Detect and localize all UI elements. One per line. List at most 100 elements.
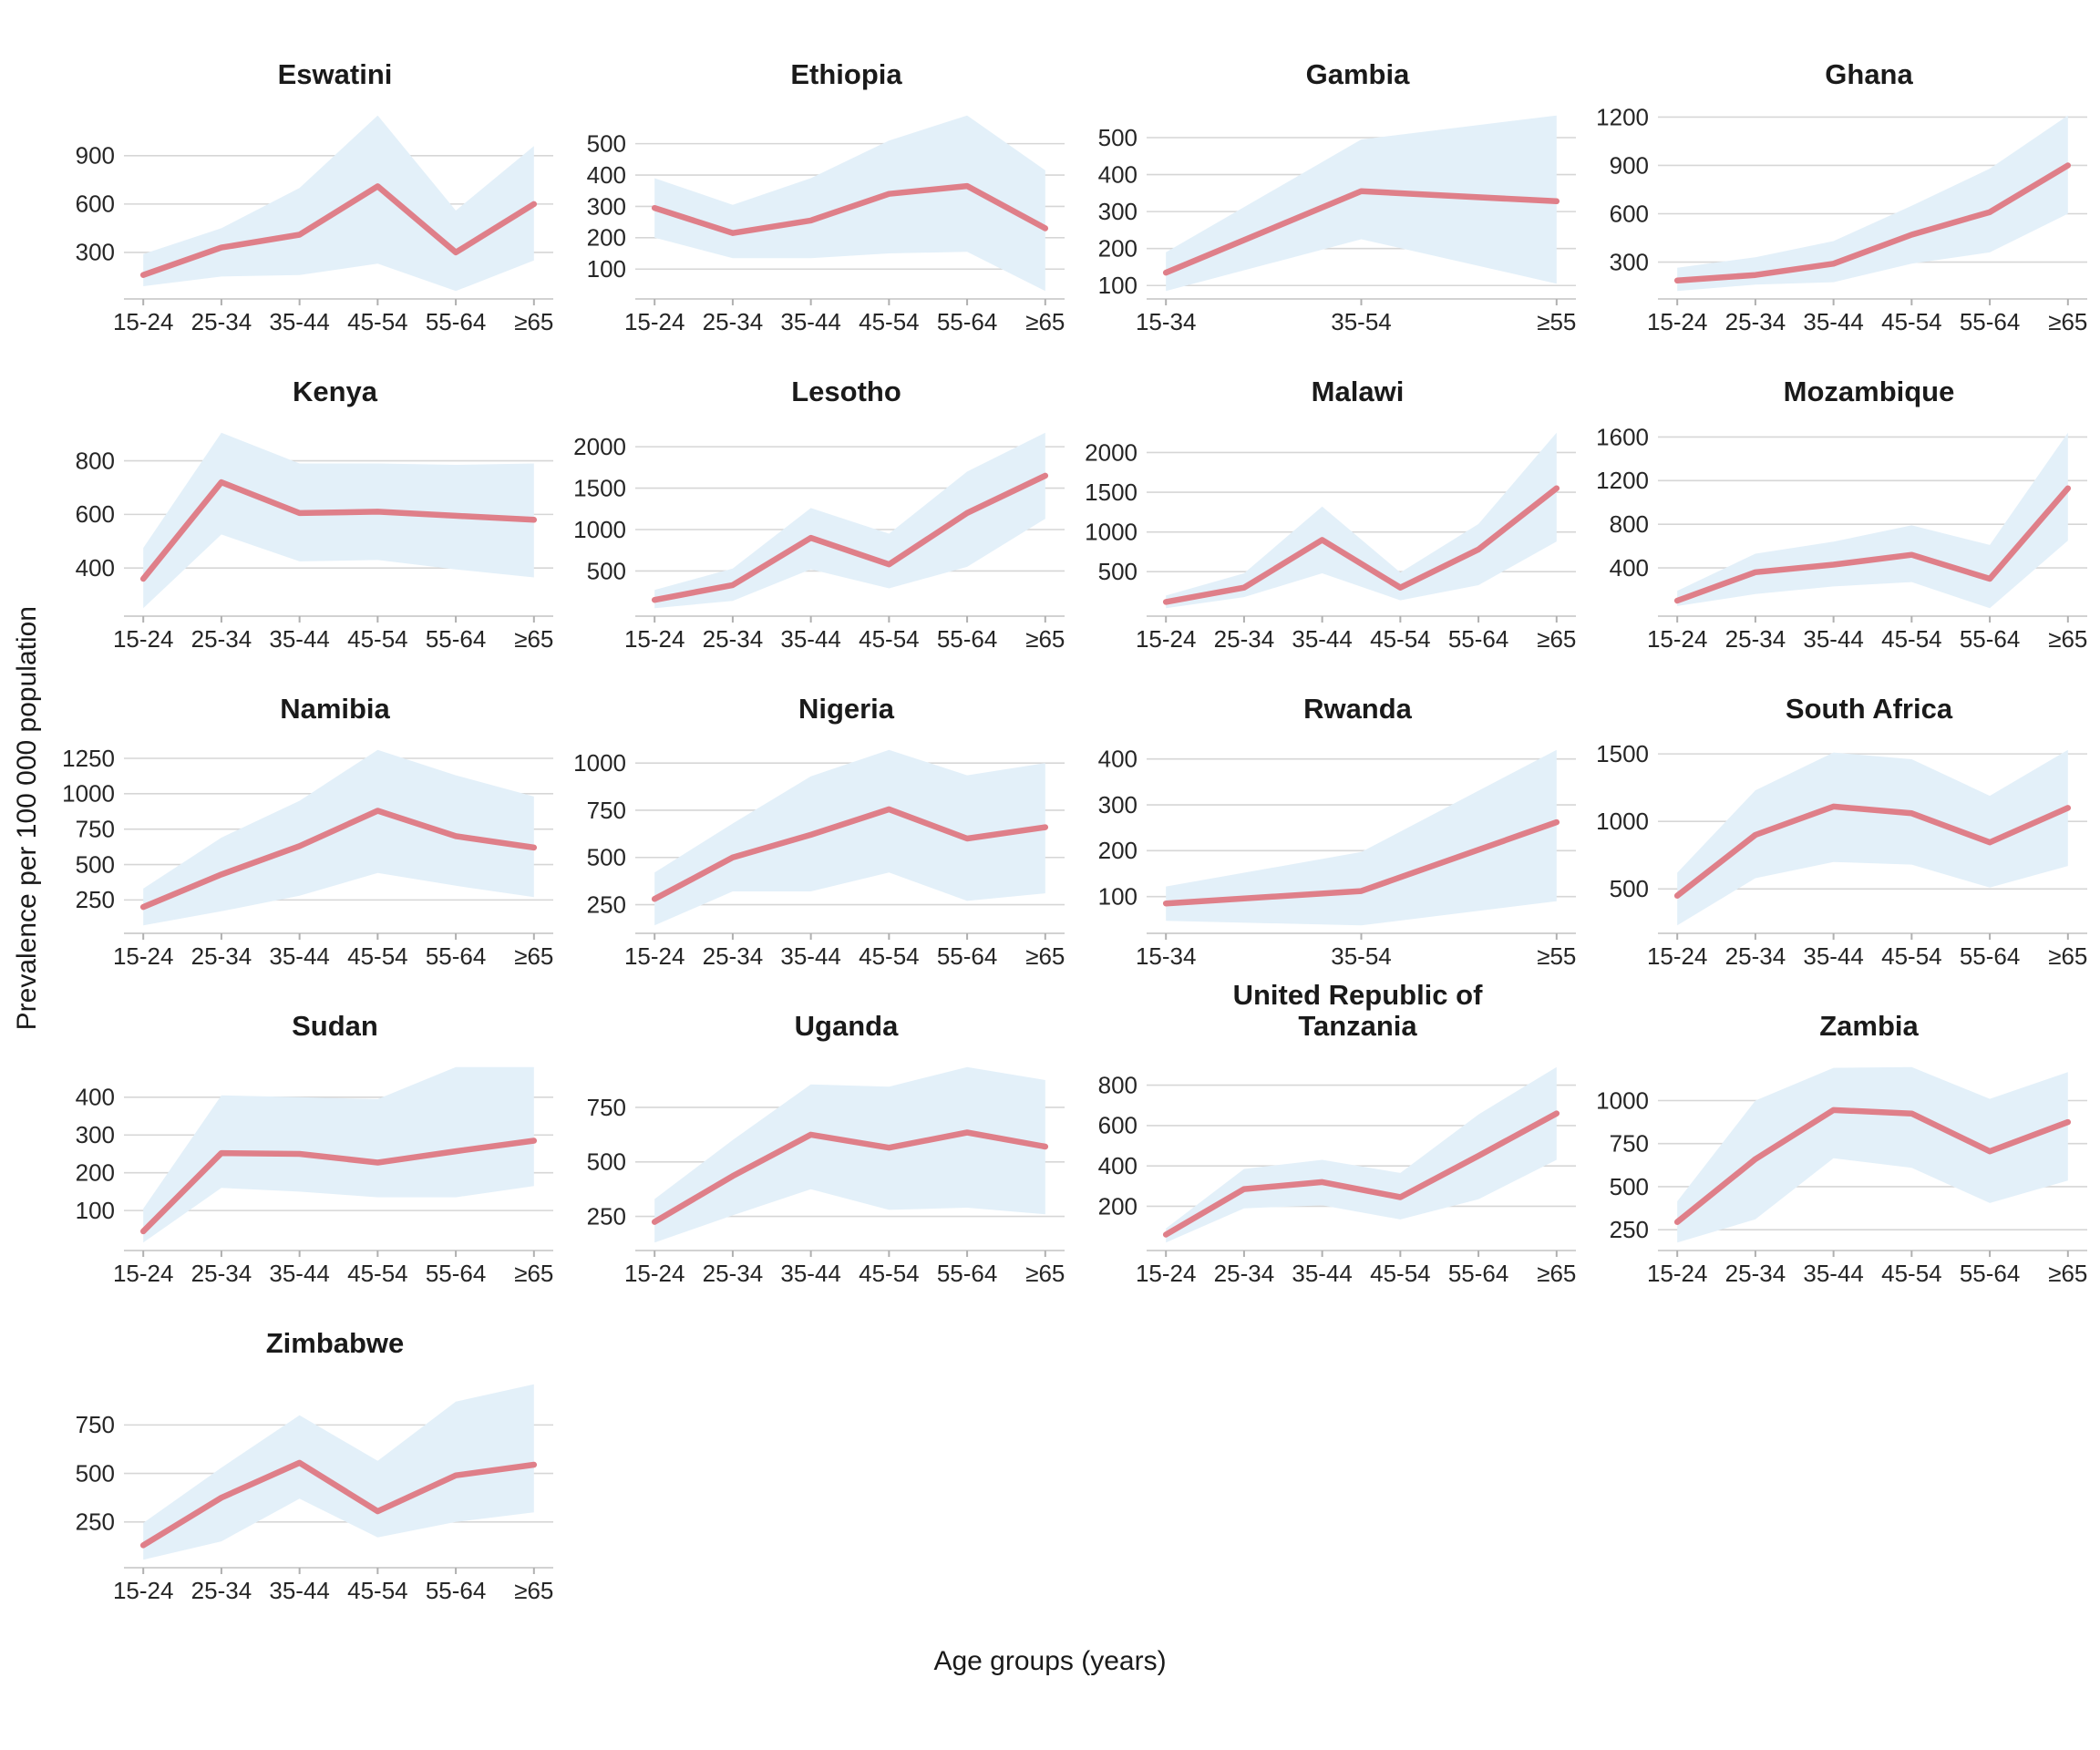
facet-grid: Eswatini 300 600 900 15-24 25-34 35-44 45-54 55-… <box>55 26 2100 1611</box>
x-tick-label: 15-24 <box>113 1260 174 1287</box>
x-tick-label: ≥65 <box>514 942 553 970</box>
panel-chart: 100 200 300 400 15-34 35-54 ≥55 <box>1098 746 1577 970</box>
x-tick-label: 45-54 <box>347 942 408 970</box>
x-tick-label: ≥65 <box>2048 942 2087 970</box>
x-tick-label: 15-24 <box>624 625 685 653</box>
x-tick-label: 15-24 <box>624 942 685 970</box>
panel-chart: 100 200 300 400 500 15-34 35-54 ≥55 <box>1098 115 1576 335</box>
y-tick-label: 500 <box>587 129 626 157</box>
prevalence-line <box>651 806 1049 902</box>
x-tick-label: 25-34 <box>1214 625 1275 653</box>
x-tick-label: ≥65 <box>1537 625 1576 653</box>
y-tick-label: 1000 <box>573 516 626 543</box>
x-tick-label: 15-24 <box>113 942 174 970</box>
panel-chart: 400 800 1200 1600 15-24 25-34 35-44 45-54 55-64 ≥… <box>1596 423 2087 653</box>
y-tick-label: 200 <box>587 224 626 252</box>
y-tick-label: 400 <box>76 554 115 582</box>
x-tick-label: 25-34 <box>191 625 252 653</box>
panel-mozambique: Mozambique 400 800 1200 1600 15-24 25-34 35-44 4… <box>1589 343 2100 660</box>
y-tick-label: 300 <box>1098 791 1138 818</box>
y-tick-label: 750 <box>1610 1130 1649 1158</box>
x-tick-label: ≥65 <box>2048 308 2087 335</box>
panel-title: Namibia <box>280 693 390 726</box>
y-tick-label: 200 <box>1098 837 1138 864</box>
y-axis-label-column: Prevalence per 100 000 population <box>0 26 55 1611</box>
x-tick-label: 25-34 <box>703 625 764 653</box>
panel-kenya: Kenya 400 600 800 15-24 25-34 35-44 45-54 55-64 ≥… <box>55 343 566 660</box>
panel-eswatini: Eswatini 300 600 900 15-24 25-34 35-44 45-54 55-… <box>55 26 566 343</box>
y-tick-label: 400 <box>1098 746 1138 773</box>
panel-namibia: Namibia 250 500 750 1000 1250 15-24 25-34 35-44 4… <box>55 660 566 977</box>
x-tick-label: 55-64 <box>426 1260 487 1287</box>
x-tick-label: 45-54 <box>859 625 920 653</box>
y-tick-label: 250 <box>76 886 115 913</box>
y-tick-label: 1500 <box>573 474 626 501</box>
x-tick-label: 55-64 <box>426 308 487 335</box>
confidence-band <box>1677 115 2068 292</box>
panel-title: Zambia <box>1819 1010 1919 1043</box>
x-tick-label: 15-24 <box>1647 625 1708 653</box>
panel-malawi: Malawi 500 1000 1500 2000 15-24 25-34 35-44 45-5… <box>1077 343 1589 660</box>
x-tick-label: 55-64 <box>1960 1260 2021 1287</box>
panel-chart: 300 600 900 1200 15-24 25-34 35-44 45-54 55-64 ≥6… <box>1596 103 2087 335</box>
panel-chart: 100 200 300 400 15-24 25-34 35-44 45-54 55-64 ≥65 <box>76 1066 553 1287</box>
y-tick-label: 750 <box>587 797 626 824</box>
x-tick-label: 55-64 <box>937 1260 998 1287</box>
x-tick-label: 55-64 <box>1448 1260 1509 1287</box>
x-tick-label: 35-44 <box>269 308 330 335</box>
y-tick-label: 900 <box>1610 151 1649 179</box>
x-tick-label: 35-44 <box>1803 625 1864 653</box>
y-tick-label: 250 <box>587 1202 626 1230</box>
y-tick-label: 300 <box>76 1121 115 1148</box>
x-tick-label: 25-34 <box>703 1260 764 1287</box>
panel-title: Mozambique <box>1783 376 1955 408</box>
panel-zambia: Zambia 250 500 750 1000 15-24 25-34 35-44 45-54 5… <box>1589 977 2100 1294</box>
x-tick-label: 35-44 <box>269 625 330 653</box>
x-tick-label: 15-24 <box>1136 625 1197 653</box>
x-tick-label: ≥65 <box>514 1260 553 1287</box>
x-tick-label: 35-44 <box>780 1260 841 1287</box>
x-tick-label: 45-54 <box>347 1260 408 1287</box>
confidence-band <box>143 749 534 926</box>
panel-united-republic-of-tanzania: United Republic of Tanzania 200 400 600 800 1… <box>1077 977 1589 1294</box>
y-tick-label: 1000 <box>573 749 626 777</box>
y-tick-label: 100 <box>1098 882 1138 910</box>
x-tick-label: 35-44 <box>1292 1260 1353 1287</box>
x-tick-label: ≥55 <box>1537 308 1576 335</box>
x-tick-label: 35-54 <box>1331 942 1392 970</box>
panel-rwanda: Rwanda 100 200 300 400 15-34 35-54 ≥55 <box>1077 660 1589 977</box>
panel-chart: 250 500 750 1000 1250 15-24 25-34 35-44 45-54 55-… <box>62 745 553 970</box>
x-tick-label: 15-24 <box>624 1260 685 1287</box>
panel-title: Zimbabwe <box>265 1327 405 1360</box>
y-tick-label: 1200 <box>1596 103 1649 130</box>
y-tick-label: 250 <box>1610 1216 1649 1243</box>
confidence-band <box>654 115 1045 292</box>
x-tick-label: 25-34 <box>1214 1260 1275 1287</box>
x-tick-label: 15-24 <box>1647 1260 1708 1287</box>
panel-title: Sudan <box>292 1010 378 1043</box>
x-tick-label: 55-64 <box>426 625 487 653</box>
panel-chart: 250 500 750 1000 15-24 25-34 35-44 45-54 55-64 ≥6… <box>573 749 1065 970</box>
y-tick-label: 750 <box>76 1411 115 1438</box>
confidence-band <box>654 749 1045 926</box>
y-tick-label: 500 <box>587 844 626 871</box>
y-tick-label: 300 <box>587 192 626 220</box>
prevalence-line <box>139 1459 538 1549</box>
x-tick-label: 55-64 <box>1960 942 2021 970</box>
panel-title: Malawi <box>1311 376 1405 408</box>
x-tick-label: 15-24 <box>624 308 685 335</box>
panel-title: South Africa <box>1785 693 1953 726</box>
y-tick-label: 600 <box>1610 200 1649 227</box>
confidence-band <box>1166 749 1557 926</box>
y-tick-label: 800 <box>1098 1071 1138 1098</box>
x-tick-label: ≥65 <box>514 1577 553 1604</box>
prevalence-line <box>1673 1107 2072 1225</box>
panel-zimbabwe: Zimbabwe 250 500 750 15-24 25-34 35-44 45-54 55-… <box>55 1294 566 1611</box>
confidence-band <box>1166 432 1557 609</box>
panel-ethiopia: Ethiopia 100 200 300 400 500 15-24 25-34 35-44 45… <box>566 26 1077 343</box>
x-tick-label: 45-54 <box>859 308 920 335</box>
x-tick-label: 35-44 <box>1803 308 1864 335</box>
y-tick-label: 400 <box>1098 160 1138 188</box>
x-tick-label: 35-44 <box>269 942 330 970</box>
panel-chart: 400 600 800 15-24 25-34 35-44 45-54 55-64 ≥65 <box>76 432 553 653</box>
